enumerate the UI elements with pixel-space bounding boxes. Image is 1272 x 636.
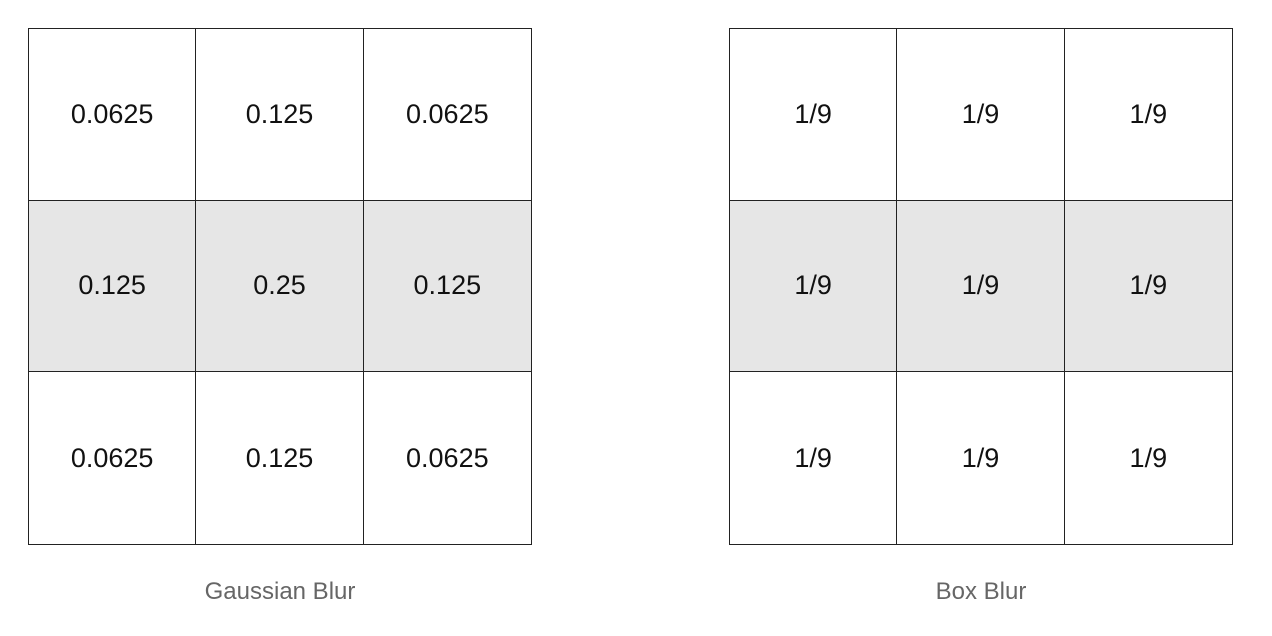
box-cell: 1/9 — [730, 372, 898, 544]
gaussian-cell: 0.125 — [29, 200, 197, 373]
box-cell: 1/9 — [1064, 372, 1232, 544]
box-cell: 1/9 — [897, 29, 1065, 201]
gaussian-cell: 0.125 — [196, 372, 364, 544]
gaussian-cell: 0.25 — [196, 200, 364, 373]
box-cell: 1/9 — [730, 29, 898, 201]
box-cell: 1/9 — [1064, 200, 1232, 373]
box-kernel-grid: 1/9 1/9 1/9 1/9 1/9 1/9 1/9 1/9 1/9 — [729, 28, 1233, 545]
box-cell: 1/9 — [1064, 29, 1232, 201]
gaussian-cell: 0.0625 — [29, 372, 197, 544]
gaussian-caption: Gaussian Blur — [204, 578, 356, 605]
gaussian-cell: 0.0625 — [363, 372, 531, 544]
box-cell: 1/9 — [897, 200, 1065, 373]
box-cell: 1/9 — [897, 372, 1065, 544]
gaussian-kernel-grid: 0.0625 0.125 0.0625 0.125 0.25 0.125 0.0… — [28, 28, 532, 545]
box-caption: Box Blur — [935, 578, 1027, 605]
gaussian-cell: 0.125 — [363, 200, 531, 373]
gaussian-cell: 0.0625 — [29, 29, 197, 201]
gaussian-cell: 0.125 — [196, 29, 364, 201]
gaussian-cell: 0.0625 — [363, 29, 531, 201]
box-cell: 1/9 — [730, 200, 898, 373]
